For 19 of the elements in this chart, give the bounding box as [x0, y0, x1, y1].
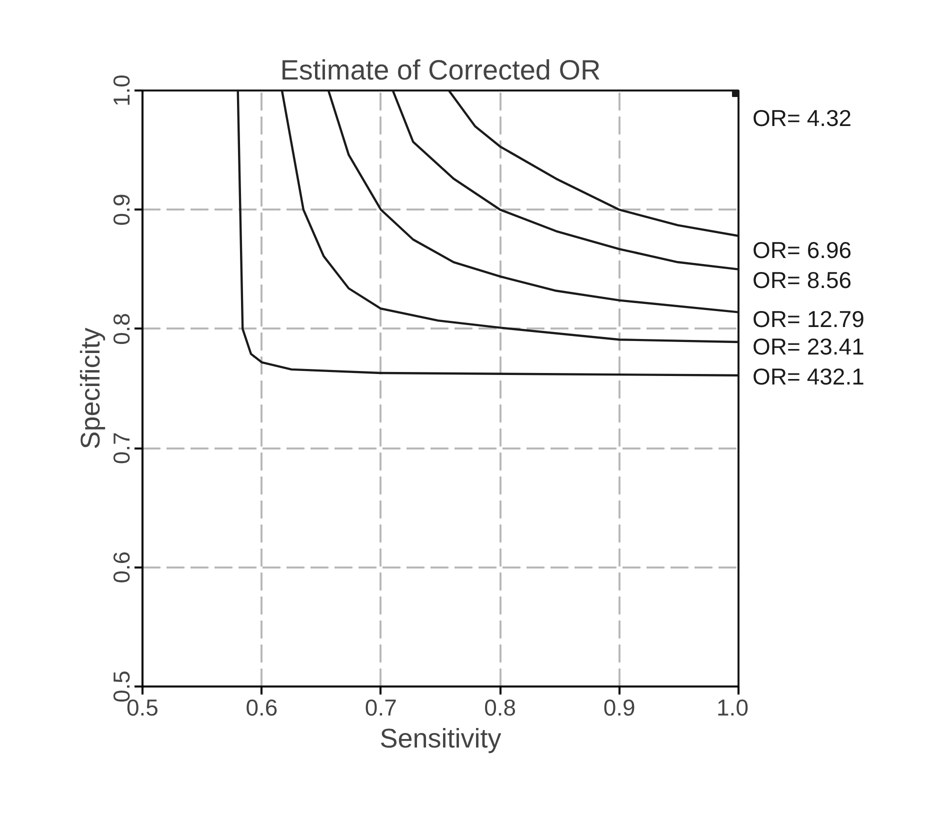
series-label: OR= 12.79 — [752, 306, 864, 332]
series-label: OR= 4.32 — [752, 104, 852, 131]
chart-title: Estimate of Corrected OR — [280, 54, 601, 86]
series-label: OR= 8.56 — [752, 267, 852, 294]
y-tick-label: 0.7 — [108, 432, 134, 464]
y-tick-label: 0.8 — [108, 312, 134, 345]
series-label: OR= 23.41 — [752, 333, 864, 360]
x-axis-title: Sensitivity — [380, 724, 502, 754]
series-label: OR= 432.1 — [752, 364, 864, 390]
y-tick-label: 1.0 — [108, 74, 134, 106]
x-tick-label: 0.7 — [364, 694, 397, 720]
x-tick-label: 1.0 — [716, 694, 749, 720]
x-tick-label: 0.6 — [246, 694, 278, 720]
x-tick-label: 0.8 — [484, 694, 516, 720]
y-tick-label: 0.9 — [108, 194, 134, 226]
y-axis-title: Specificity — [76, 327, 106, 450]
x-tick-label: 0.9 — [603, 694, 636, 720]
series-label: OR= 6.96 — [752, 236, 852, 263]
y-tick-label: 0.6 — [108, 551, 134, 584]
